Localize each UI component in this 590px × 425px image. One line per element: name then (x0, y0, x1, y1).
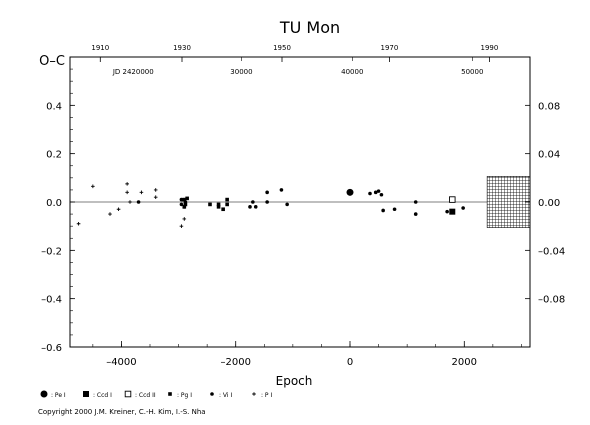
point-small-circle (182, 205, 187, 209)
point-small-circle (253, 205, 258, 209)
x-tick-label: 2000 (452, 357, 477, 368)
point-plus (91, 184, 95, 189)
legend-marker-open-square (124, 390, 132, 398)
copyright-text: Copyright 2000 J.M. Kreiner, C.-H. Kim, … (38, 408, 206, 416)
right-tick-label: –0.04 (538, 246, 565, 257)
legend-marker-plus (252, 392, 256, 396)
point-plus (116, 207, 121, 212)
point-small-square (183, 202, 188, 207)
point-plus (128, 200, 132, 204)
hatch-region (486, 176, 531, 228)
point-small-circle (265, 200, 269, 204)
point-plus (108, 212, 112, 216)
right-tick-label: 0.00 (538, 198, 560, 209)
point-small-circle (248, 205, 252, 209)
jd-tick-label: 30000 (230, 68, 252, 76)
point-big-circle (346, 188, 354, 196)
legend-label: : Ccd I (93, 392, 112, 399)
point-small-circle (368, 191, 372, 196)
year-tick-label: 1990 (481, 44, 499, 52)
year-tick-label: 1970 (381, 44, 399, 52)
y-axis-title: O–C (39, 54, 65, 69)
x-tick-label: 0 (347, 357, 353, 368)
left-tick-label: 0.2 (46, 150, 62, 161)
point-small-square (216, 202, 221, 207)
jd-label: JD 2420000 (112, 68, 154, 76)
point-plus (125, 182, 129, 186)
legend-marker-big-circle (40, 390, 48, 398)
point-small-circle (251, 200, 255, 204)
point-small-circle (279, 188, 284, 192)
point-small-circle (265, 190, 269, 195)
point-plus (139, 190, 144, 195)
point-small-square (208, 202, 212, 207)
point-small-circle (136, 200, 141, 204)
point-plus (153, 188, 158, 192)
point-small-circle (445, 209, 449, 214)
right-tick-label: –0.08 (538, 295, 565, 306)
point-small-square (182, 197, 187, 202)
left-tick-label: –0.4 (41, 295, 62, 306)
data-points (76, 182, 465, 228)
point-small-square (225, 197, 229, 202)
point-small-circle (179, 202, 184, 207)
point-plus (179, 224, 184, 228)
left-tick-label: –0.2 (41, 246, 62, 257)
point-small-circle (285, 202, 289, 207)
legend-label: : Pe I (51, 392, 66, 399)
point-open-square (449, 196, 456, 203)
point-small-circle (179, 197, 184, 202)
point-plus (153, 195, 158, 199)
x-axis-title: Epoch (276, 374, 313, 388)
legend-label: : P I (261, 392, 272, 399)
legend-marker-small-circle (210, 392, 214, 396)
point-plus (76, 221, 81, 226)
right-tick-label: 0.08 (538, 101, 560, 112)
legend-label: : Ccd II (135, 392, 156, 399)
legend-label: : Vi I (219, 392, 232, 399)
point-small-circle (379, 192, 384, 197)
point-small-square (225, 202, 229, 207)
x-tick-label: –2000 (220, 357, 250, 368)
point-small-square (216, 205, 221, 209)
legend-label: : Pg I (177, 392, 192, 399)
point-small-circle (376, 189, 381, 193)
axis-ticks: –0.6 –0.4 –0.2 0.0 0.2 0.4 –0.08 –0.04 0.00 0.04 0… (41, 44, 565, 368)
x-tick-label: –4000 (106, 357, 136, 368)
legend-marker-square (83, 391, 89, 397)
point-small-circle (392, 207, 397, 212)
jd-tick-label: 40000 (341, 68, 363, 76)
point-small-square (221, 207, 225, 212)
point-small-square (185, 196, 189, 201)
year-tick-label: 1910 (91, 44, 109, 52)
point-square (449, 208, 456, 215)
year-tick-label: 1950 (273, 44, 291, 52)
year-tick-label: 1930 (173, 44, 191, 52)
point-small-circle (413, 200, 418, 204)
point-small-circle (413, 212, 418, 216)
point-plus (182, 217, 187, 221)
point-plus (125, 190, 129, 195)
point-small-circle (461, 206, 465, 210)
right-tick-label: 0.04 (538, 150, 560, 161)
point-small-circle (183, 200, 188, 204)
left-tick-label: 0.4 (46, 101, 62, 112)
left-tick-label: –0.6 (41, 343, 62, 354)
point-small-circle (373, 190, 378, 195)
legend: : Pe I : Ccd I : Ccd II : Pg I : Vi I : P I (40, 390, 272, 399)
point-small-circle (381, 208, 385, 213)
legend-marker-small-square (168, 392, 172, 396)
chart-title: TU Mon (279, 18, 340, 37)
jd-tick-label: 50000 (461, 68, 483, 76)
left-tick-label: 0.0 (46, 198, 62, 209)
